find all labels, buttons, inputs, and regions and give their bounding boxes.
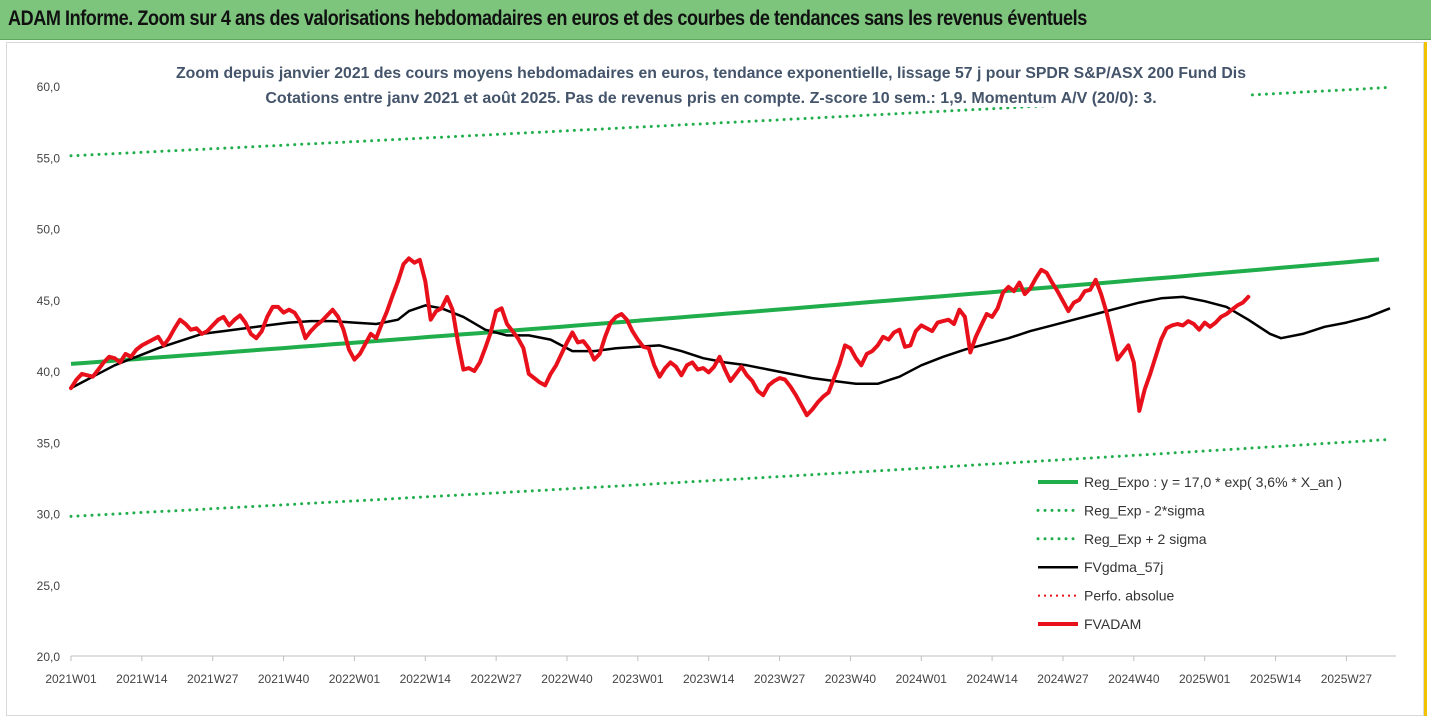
report-title: ADAM Informe. Zoom sur 4 ans des valoris… bbox=[8, 7, 1087, 30]
chart-frame bbox=[6, 42, 1424, 716]
x-tick-label: 2025W14 bbox=[1250, 672, 1302, 686]
legend-label-band_lower: Reg_Exp - 2*sigma bbox=[1084, 502, 1205, 518]
y-tick-label: 55,0 bbox=[37, 151, 61, 165]
y-tick-label: 20,0 bbox=[37, 650, 61, 664]
x-tick-label: 2024W01 bbox=[896, 672, 948, 686]
price-line bbox=[69, 256, 1251, 418]
trend-line bbox=[70, 257, 1380, 366]
x-tick-label: 2024W40 bbox=[1108, 672, 1160, 686]
y-axis-ticks: 20,0 25,0 30,0 35,0 40,0 45,0 50,0 55,0 60,0 bbox=[37, 80, 61, 664]
y-tick-label: 45,0 bbox=[37, 294, 61, 308]
legend-label-sma: FVgdma_57j bbox=[1084, 559, 1163, 575]
legend: Reg_Expo : y = 17,0 * exp( 3,6% * X_an )… bbox=[1028, 468, 1388, 644]
legend-label-band_upper: Reg_Exp + 2 sigma bbox=[1084, 531, 1207, 547]
x-tick-label: 2024W14 bbox=[966, 672, 1018, 686]
report-banner: ADAM Informe. Zoom sur 4 ans des valoris… bbox=[0, 0, 1431, 40]
legend-label-trend: Reg_Expo : y = 17,0 * exp( 3,6% * X_an ) bbox=[1084, 474, 1342, 490]
y-tick-label: 30,0 bbox=[37, 508, 61, 522]
x-tick-label: 2021W27 bbox=[187, 672, 239, 686]
x-tick-label: 2021W14 bbox=[116, 672, 168, 686]
x-tick-label: 2023W27 bbox=[754, 672, 806, 686]
legend-label-price: FVADAM bbox=[1084, 616, 1141, 632]
x-tick-label: 2022W27 bbox=[470, 672, 522, 686]
x-tick-label: 2024W27 bbox=[1037, 672, 1089, 686]
y-tick-label: 50,0 bbox=[37, 223, 61, 237]
x-tick-label: 2022W01 bbox=[329, 672, 381, 686]
x-tick-label: 2023W01 bbox=[612, 672, 664, 686]
x-tick-label: 2023W14 bbox=[683, 672, 735, 686]
x-tick-label: 2025W27 bbox=[1321, 672, 1373, 686]
x-axis-ticks: 2021W01 2021W14 2021W27 2021W40 2022W01 2022W… bbox=[45, 656, 1372, 686]
x-tick-label: 2021W01 bbox=[45, 672, 97, 686]
x-tick-label: 2021W40 bbox=[258, 672, 310, 686]
x-tick-label: 2023W40 bbox=[825, 672, 877, 686]
frame-edge-accent bbox=[1424, 42, 1427, 716]
x-tick-label: 2025W01 bbox=[1179, 672, 1231, 686]
y-tick-label: 60,0 bbox=[37, 80, 61, 94]
chart-title: Zoom depuis janvier 2021 des cours moyen… bbox=[176, 65, 1246, 82]
x-tick-label: 2022W40 bbox=[541, 672, 593, 686]
chart-title-backdrop bbox=[172, 55, 1250, 107]
y-tick-label: 35,0 bbox=[37, 436, 61, 450]
trend-bands bbox=[69, 85, 1392, 518]
chart-subtitle: Cotations entre janv 2021 et août 2025. … bbox=[265, 90, 1156, 107]
legend-label-perf: Perfo. absolue bbox=[1084, 588, 1174, 604]
y-tick-label: 25,0 bbox=[37, 579, 61, 593]
y-tick-label: 40,0 bbox=[37, 365, 61, 379]
x-tick-label: 2022W14 bbox=[400, 672, 452, 686]
series-lines bbox=[69, 256, 1391, 418]
legend-box bbox=[1028, 468, 1388, 644]
